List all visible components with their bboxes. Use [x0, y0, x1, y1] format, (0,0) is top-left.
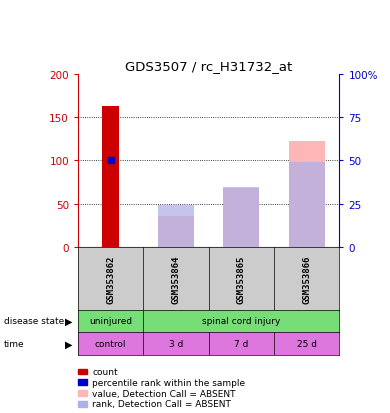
Text: spinal cord injury: spinal cord injury: [202, 317, 280, 325]
Title: GDS3507 / rc_H31732_at: GDS3507 / rc_H31732_at: [125, 60, 292, 73]
Text: disease state: disease state: [4, 317, 64, 325]
Text: time: time: [4, 339, 25, 348]
Bar: [223, 187, 259, 248]
Text: GSM353865: GSM353865: [237, 255, 246, 303]
Text: 7 d: 7 d: [234, 339, 248, 348]
Text: GSM353864: GSM353864: [172, 255, 181, 303]
Bar: [158, 205, 194, 248]
Text: 3 d: 3 d: [169, 339, 183, 348]
Text: count: count: [92, 367, 118, 376]
Text: rank, Detection Call = ABSENT: rank, Detection Call = ABSENT: [92, 399, 231, 408]
Bar: [223, 189, 259, 248]
Bar: [289, 163, 324, 248]
Text: value, Detection Call = ABSENT: value, Detection Call = ABSENT: [92, 389, 236, 398]
Bar: [158, 216, 194, 248]
Text: percentile rank within the sample: percentile rank within the sample: [92, 378, 246, 387]
Text: 25 d: 25 d: [297, 339, 317, 348]
Text: uninjured: uninjured: [89, 317, 132, 325]
Text: ▶: ▶: [64, 339, 72, 349]
Bar: [103, 107, 119, 248]
Text: control: control: [95, 339, 126, 348]
Text: ▶: ▶: [64, 316, 72, 326]
Text: GSM353862: GSM353862: [106, 255, 115, 303]
Text: GSM353866: GSM353866: [302, 255, 311, 303]
Bar: [289, 142, 324, 248]
